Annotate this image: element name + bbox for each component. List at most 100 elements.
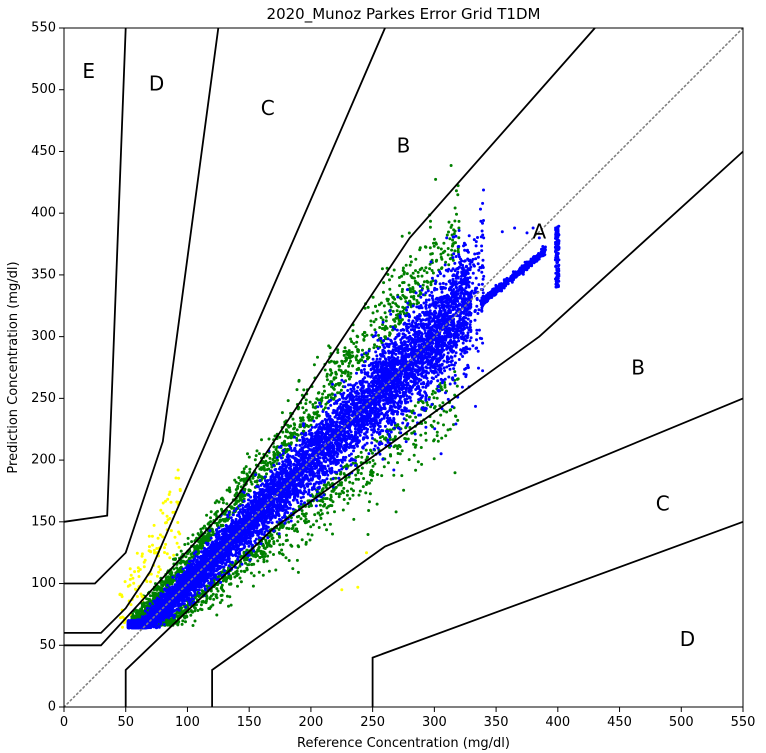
data-point	[249, 571, 253, 575]
data-point	[304, 402, 308, 406]
data-point	[398, 284, 402, 288]
data-point	[159, 588, 162, 592]
data-point	[177, 545, 181, 549]
data-point	[371, 311, 375, 315]
data-point	[376, 473, 379, 476]
data-point	[219, 518, 223, 522]
data-point	[137, 569, 140, 573]
data-point	[339, 472, 342, 476]
data-point	[155, 574, 159, 578]
data-point	[275, 456, 279, 459]
data-point	[361, 485, 365, 489]
data-point	[400, 290, 404, 294]
data-point	[445, 410, 449, 414]
data-point	[278, 551, 282, 555]
data-point	[384, 315, 388, 319]
data-point	[410, 276, 414, 279]
data-point	[191, 533, 195, 537]
data-point	[295, 428, 299, 432]
data-point	[272, 553, 275, 556]
data-point	[306, 532, 310, 536]
data-point	[431, 389, 435, 393]
data-point	[340, 360, 344, 363]
data-point	[432, 396, 436, 400]
data-point	[419, 291, 423, 295]
data-point	[264, 463, 268, 467]
data-point	[384, 324, 388, 328]
data-point	[171, 575, 175, 579]
data-point	[319, 516, 323, 520]
data-point	[443, 383, 447, 387]
data-point	[432, 406, 436, 410]
data-point	[164, 521, 167, 525]
data-point	[359, 472, 363, 475]
data-point	[346, 489, 349, 493]
data-point	[405, 272, 409, 276]
data-point	[368, 500, 371, 504]
data-point	[356, 585, 360, 589]
data-point	[267, 569, 271, 573]
data-point	[258, 475, 261, 479]
data-point	[371, 464, 375, 468]
data-point	[184, 620, 187, 624]
data-point	[330, 392, 334, 396]
data-point	[286, 423, 290, 427]
data-point	[426, 403, 430, 407]
data-point	[265, 559, 269, 563]
data-point	[440, 257, 444, 261]
data-point	[416, 400, 420, 404]
data-point	[302, 411, 306, 415]
data-point	[201, 541, 205, 545]
data-point	[394, 302, 398, 306]
data-point	[243, 558, 246, 562]
data-point	[452, 252, 456, 256]
data-point	[395, 309, 399, 313]
data-point	[325, 378, 329, 382]
data-point	[368, 473, 372, 477]
data-point	[349, 375, 352, 379]
data-point	[350, 350, 354, 354]
data-point	[321, 392, 325, 396]
data-point	[373, 462, 377, 466]
data-point	[245, 568, 249, 572]
data-point	[414, 468, 418, 472]
data-point	[354, 345, 358, 349]
data-point	[415, 299, 419, 302]
data-point	[371, 357, 375, 361]
data-point	[285, 526, 289, 530]
data-point	[273, 452, 277, 456]
data-point	[215, 528, 219, 532]
data-point	[348, 351, 352, 355]
data-point	[312, 363, 316, 367]
data-point	[164, 542, 168, 546]
data-point	[268, 543, 272, 547]
data-point	[351, 329, 355, 333]
data-point	[204, 601, 208, 605]
data-point	[412, 453, 416, 457]
data-point	[245, 476, 249, 480]
data-point	[366, 533, 370, 536]
data-point	[389, 293, 393, 297]
data-point	[261, 550, 265, 554]
data-point	[398, 310, 402, 314]
data-point	[326, 511, 330, 515]
data-point	[205, 513, 209, 517]
data-point	[351, 493, 355, 497]
data-point	[430, 252, 434, 256]
data-point	[307, 418, 311, 422]
data-point	[174, 476, 178, 480]
data-point	[152, 592, 156, 596]
data-point	[377, 333, 380, 337]
data-point	[372, 447, 376, 451]
data-point	[197, 595, 201, 598]
data-point	[300, 509, 304, 513]
data-point	[291, 507, 295, 511]
data-point	[371, 295, 375, 299]
data-point	[436, 246, 440, 250]
data-point	[424, 421, 427, 424]
data-point	[364, 491, 368, 495]
data-point	[264, 541, 268, 545]
data-point	[210, 528, 214, 531]
data-point	[327, 360, 331, 364]
data-point	[252, 554, 255, 558]
